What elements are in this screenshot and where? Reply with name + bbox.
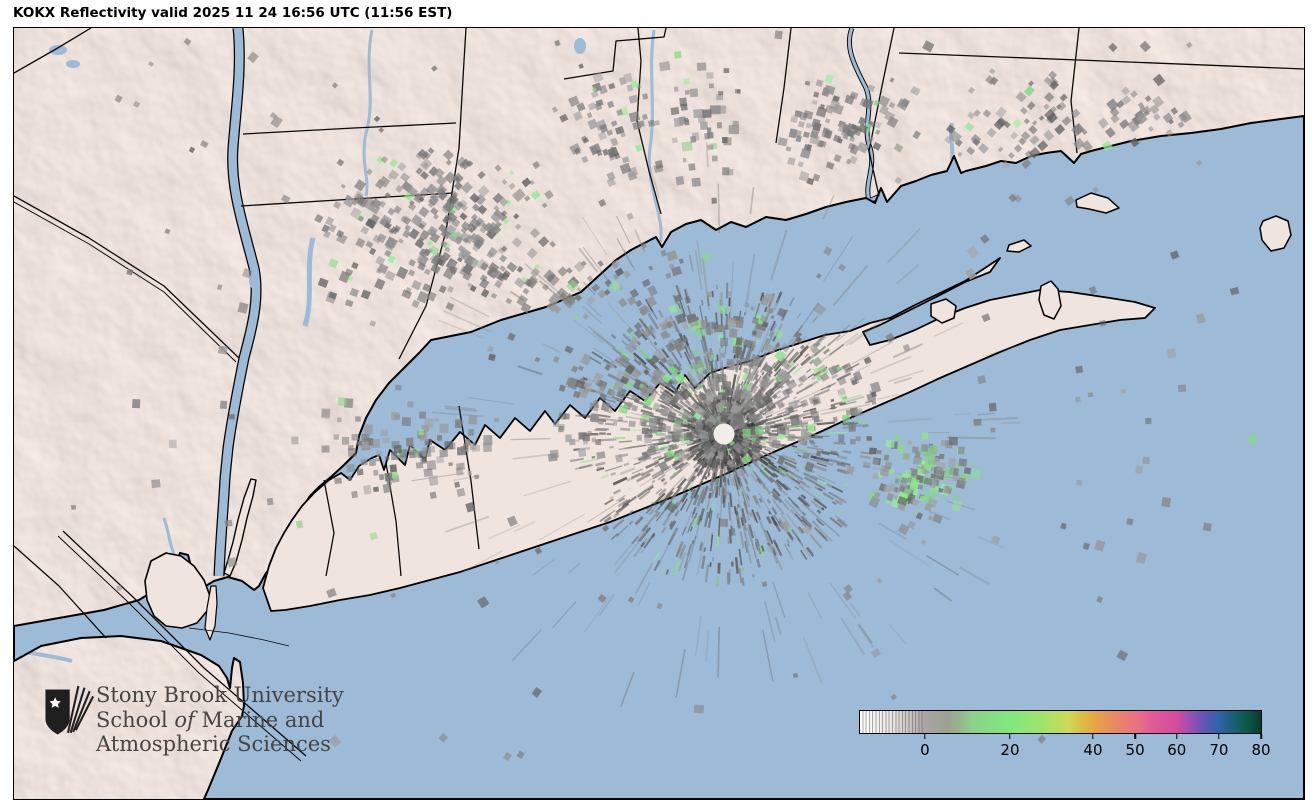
colorbar-tick-label: 40 bbox=[1083, 741, 1103, 759]
branding-line2: School of Marine and bbox=[96, 707, 325, 732]
hudson-river bbox=[213, 28, 262, 577]
branding-text: Stony Brook University School of Marine … bbox=[96, 683, 344, 757]
colorbar-tick bbox=[1009, 734, 1011, 739]
stony-brook-shield-logo bbox=[45, 685, 94, 735]
colorbar-tick-label: 50 bbox=[1125, 741, 1145, 759]
colorbar-tick-label: 0 bbox=[920, 741, 930, 759]
colorbar-tick-label: 20 bbox=[1000, 741, 1020, 759]
colorbar-tick-label: 60 bbox=[1167, 741, 1187, 759]
reflectivity-colorbar: 0 20 40 50 60 70 80 bbox=[859, 710, 1271, 759]
page-title: KOKX Reflectivity valid 2025 11 24 16:56… bbox=[13, 5, 453, 21]
radar-reflectivity-map bbox=[14, 28, 1304, 799]
colorbar-tick bbox=[1218, 734, 1220, 739]
branding-line1: Stony Brook University bbox=[96, 683, 344, 707]
colorbar-tick-label: 80 bbox=[1251, 741, 1271, 759]
colorbar-tick bbox=[1134, 734, 1136, 739]
branding-line3: Atmospheric Sciences bbox=[96, 732, 331, 756]
colorbar-tick-label: 70 bbox=[1209, 741, 1229, 759]
colorbar-tick bbox=[1092, 734, 1094, 739]
colorbar-hatch-region bbox=[860, 711, 925, 733]
radar-map-frame bbox=[13, 27, 1305, 800]
colorbar-tick bbox=[1176, 734, 1178, 739]
branding-block: Stony Brook University School of Marine … bbox=[42, 683, 344, 757]
radar-site-marker bbox=[713, 423, 735, 445]
colorbar-tick bbox=[1260, 734, 1262, 739]
colorbar-tick bbox=[924, 734, 926, 739]
colorbar-gradient bbox=[860, 711, 1261, 733]
